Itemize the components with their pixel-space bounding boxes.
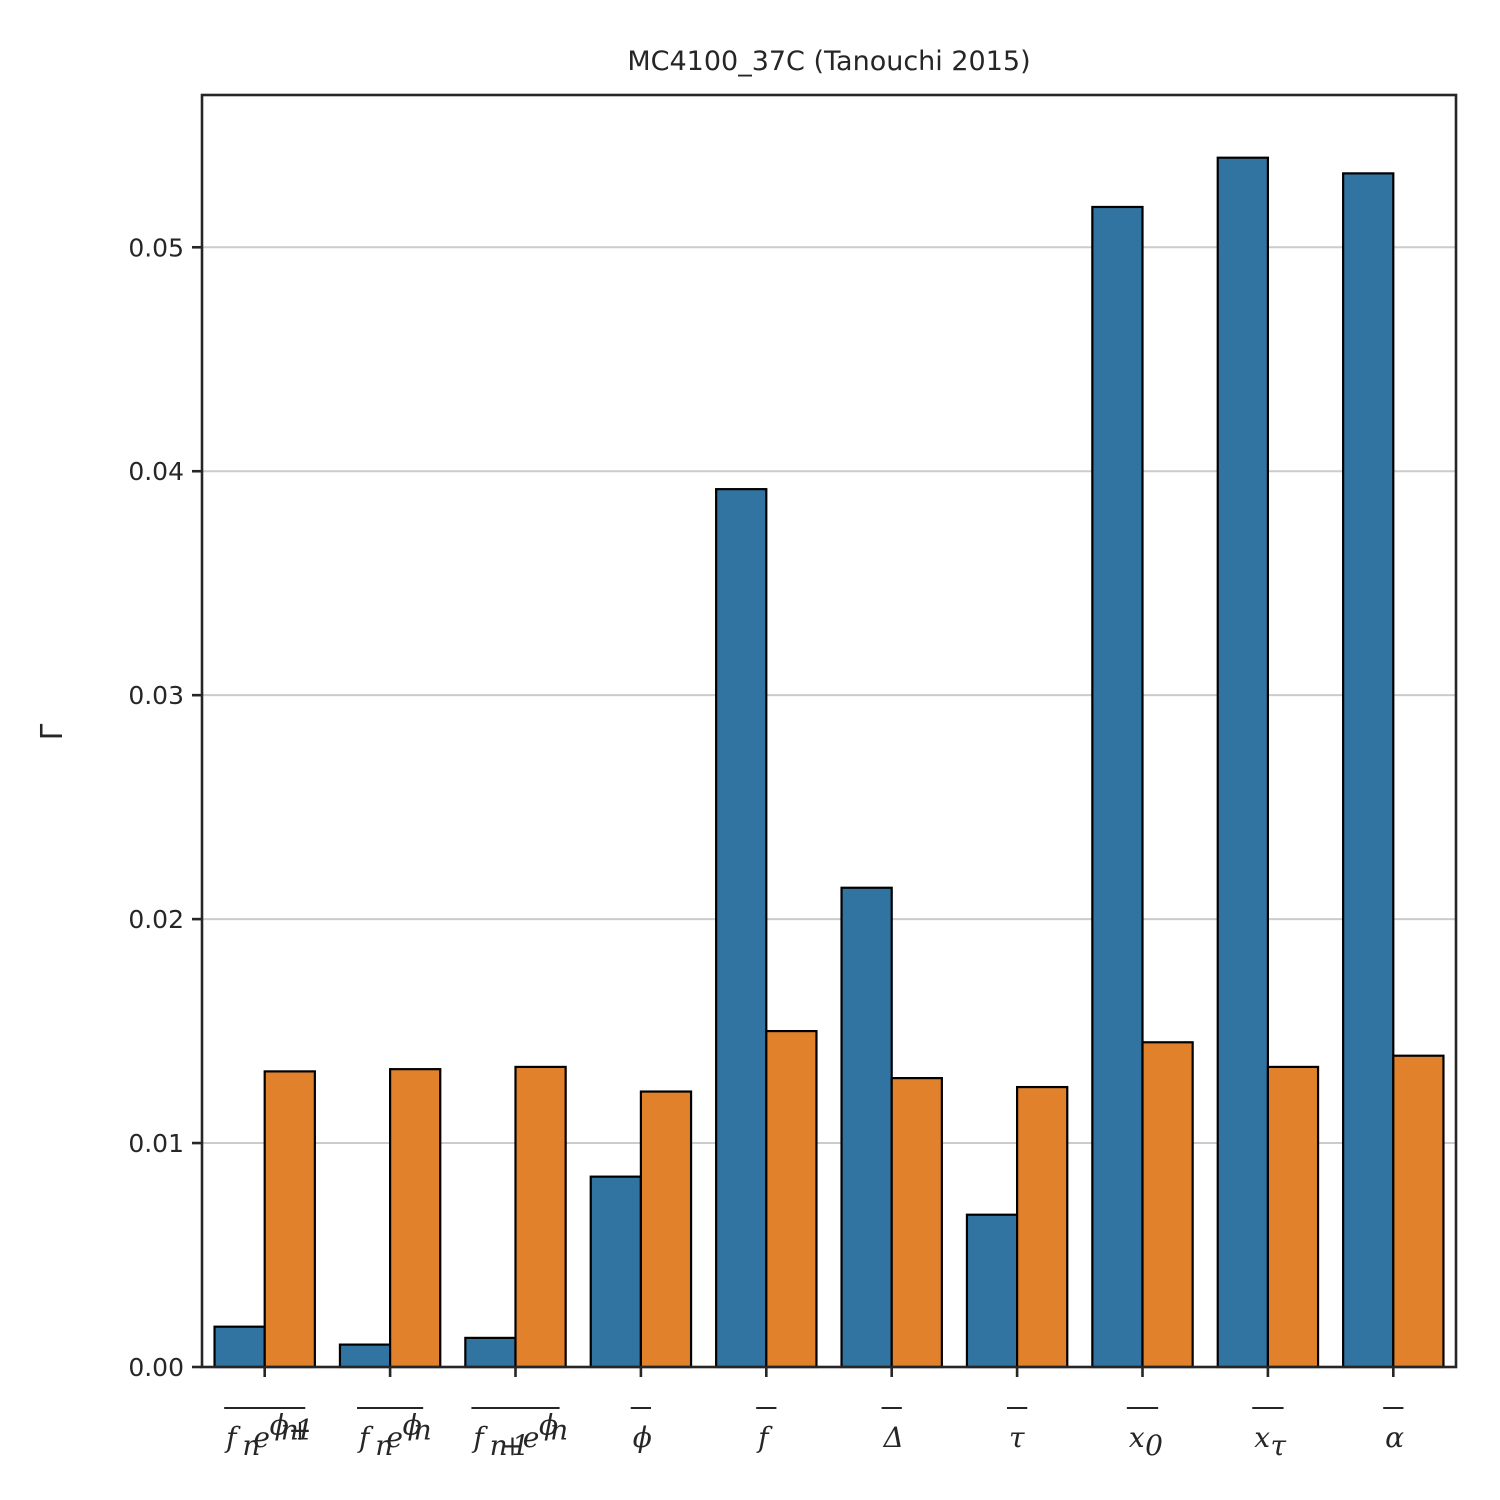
bar-series1-5 xyxy=(715,488,768,1369)
category-label-glyph: x xyxy=(1129,1421,1145,1454)
category-label-4: ϕ xyxy=(630,1407,652,1454)
category-label-glyph: ϕ xyxy=(270,1408,289,1441)
bar-series1-9 xyxy=(1216,156,1269,1369)
category-label-glyph: f xyxy=(357,1421,374,1454)
category-label-1: f ne ϕn+1 xyxy=(224,1407,314,1462)
y-tick-label: 0.05 xyxy=(128,233,184,262)
category-label-glyph: n xyxy=(550,1414,568,1447)
bar-series1-4 xyxy=(589,1175,642,1369)
category-label-glyph: f xyxy=(224,1421,241,1454)
category-label-glyph: τ xyxy=(1009,1421,1025,1454)
category-label-5: f xyxy=(756,1407,777,1454)
bar-series2-6 xyxy=(890,1077,943,1369)
y-tick-label: 0.00 xyxy=(128,1353,184,1382)
y-axis-ticks: 0.00 0.01 0.02 0.03 0.04 0.05 xyxy=(128,233,202,1382)
category-label-glyph: n xyxy=(490,1429,508,1462)
category-label-glyph: f xyxy=(471,1421,488,1454)
category-label-glyph: n xyxy=(281,1414,299,1447)
category-label-glyph: τ xyxy=(1270,1429,1286,1462)
category-label-7: τ xyxy=(1006,1407,1028,1454)
chart-title: MC4100_37C (Tanouchi 2015) xyxy=(627,46,1030,77)
category-label-glyph: 0 xyxy=(1145,1429,1163,1462)
plot-frame xyxy=(200,93,1458,1369)
category-label-glyph: n xyxy=(242,1429,260,1462)
bar-series2-9 xyxy=(1266,1065,1320,1369)
category-label-glyph: n xyxy=(414,1414,432,1447)
bar-series2-10 xyxy=(1392,1054,1445,1369)
category-label-glyph: ϕ xyxy=(633,1421,652,1454)
category-label-glyph: e xyxy=(523,1421,540,1454)
category-label-glyph: α xyxy=(1385,1421,1404,1454)
bar-series1-2 xyxy=(338,1343,392,1369)
x-axis-ticks xyxy=(263,1367,1395,1377)
y-tick-label: 0.03 xyxy=(128,681,184,710)
bar-series2-1 xyxy=(263,1070,316,1369)
bar-series2-4 xyxy=(639,1090,693,1369)
category-label-6: Δ xyxy=(881,1407,904,1454)
bar-series2-2 xyxy=(389,1068,442,1369)
y-tick-label: 0.04 xyxy=(128,457,184,486)
y-tick-label: 0.01 xyxy=(128,1129,184,1158)
bar-series2-3 xyxy=(514,1065,567,1369)
bar-series1-6 xyxy=(840,886,893,1369)
bar-series1-1 xyxy=(213,1325,266,1369)
category-label-3: f n+1e ϕn xyxy=(471,1407,568,1462)
category-label-glyph: ϕ xyxy=(539,1408,558,1441)
bar-series1-7 xyxy=(965,1213,1019,1369)
category-label-glyph: 1 xyxy=(296,1414,314,1447)
category-label-10: α xyxy=(1383,1407,1404,1454)
category-label-glyph: + xyxy=(501,1429,524,1462)
category-label-glyph: Δ xyxy=(883,1421,904,1454)
bar-series2-7 xyxy=(1015,1085,1069,1369)
bar-series1-8 xyxy=(1091,205,1144,1369)
y-axis-label: Γ xyxy=(35,723,70,740)
bar-series1-10 xyxy=(1342,172,1395,1369)
category-label-2: f ne ϕn xyxy=(357,1407,432,1462)
category-label-glyph: e xyxy=(386,1421,403,1454)
category-label-glyph: ϕ xyxy=(403,1408,422,1441)
category-label-glyph: e xyxy=(253,1421,270,1454)
category-label-glyph: n xyxy=(375,1429,393,1462)
bar-series2-5 xyxy=(765,1029,818,1369)
category-label-glyph: + xyxy=(288,1414,311,1447)
category-label-glyph: f xyxy=(756,1421,773,1454)
category-label-glyph: 1 xyxy=(512,1429,530,1462)
category-label-glyph: x xyxy=(1254,1421,1270,1454)
y-tick-label: 0.02 xyxy=(128,905,184,934)
bar-series2-8 xyxy=(1141,1041,1194,1369)
bar-series1-3 xyxy=(464,1336,517,1369)
bars xyxy=(213,156,1445,1369)
